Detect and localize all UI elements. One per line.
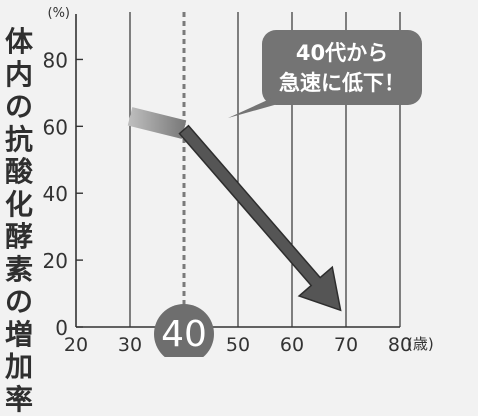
y-axis-label-char: 率 [2, 384, 36, 416]
x-tick-label: 20 [64, 334, 88, 356]
callout-line-2: 急速に低下！ [279, 71, 405, 95]
y-tick-label: 60 [43, 115, 68, 139]
series-2-arrow [180, 126, 341, 311]
x-axis-unit: (歳) [407, 335, 434, 353]
y-tick-label: 80 [43, 48, 68, 72]
series-1-line [130, 116, 184, 129]
callout-line-1: 40代から [296, 41, 388, 65]
y-tick-label: 40 [43, 182, 68, 206]
y-tick-label: 20 [43, 249, 68, 273]
highlight-x-label: 40 [161, 314, 207, 355]
x-tick-label: 50 [226, 334, 250, 356]
y-axis-unit: (%) [48, 6, 71, 21]
x-tick-label: 60 [280, 334, 304, 356]
x-tick-label: 30 [118, 334, 142, 356]
x-tick-label: 70 [334, 334, 358, 356]
